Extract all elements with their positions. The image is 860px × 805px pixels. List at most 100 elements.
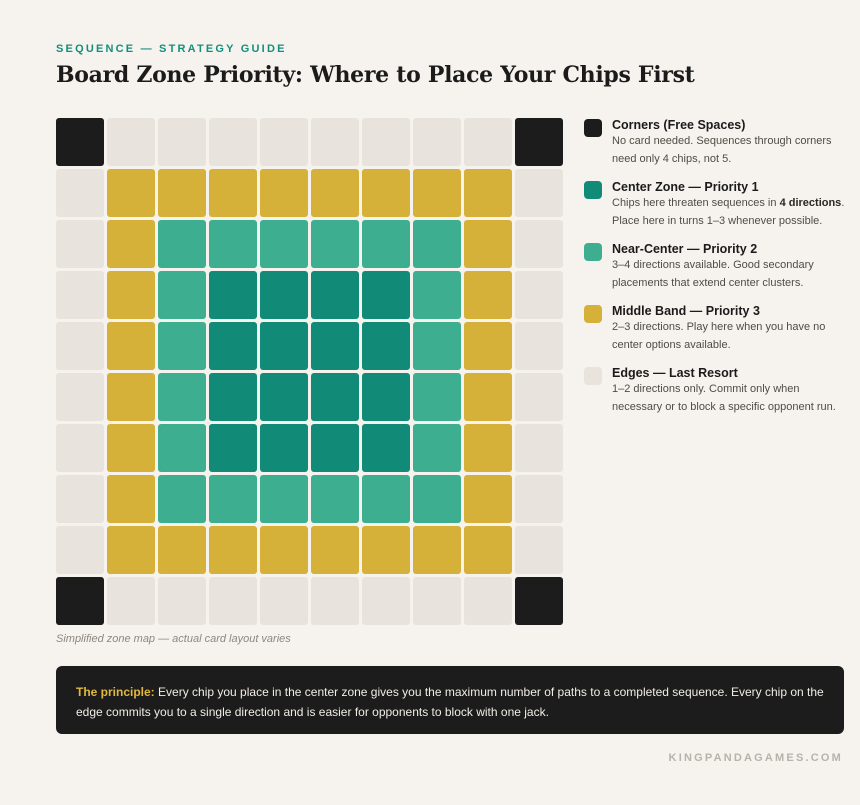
board-cell-center xyxy=(260,424,308,472)
legend-title-near: Near-Center — Priority 2 xyxy=(612,242,758,256)
board-cell-center xyxy=(209,271,257,319)
board-cell-near xyxy=(158,475,206,523)
board-cell-near xyxy=(260,220,308,268)
board-cell-edge xyxy=(413,118,461,166)
board-cell-middle xyxy=(158,526,206,574)
board-cell-edge xyxy=(362,118,410,166)
board-cell-edge xyxy=(515,475,563,523)
board-cell-near xyxy=(158,373,206,421)
board-cell-edge xyxy=(515,526,563,574)
board-cell-middle xyxy=(464,526,512,574)
board-cell-near xyxy=(158,424,206,472)
board-cell-center xyxy=(362,322,410,370)
board-cell-near xyxy=(209,475,257,523)
board-cell-edge xyxy=(209,118,257,166)
legend-title-middle: Middle Band — Priority 3 xyxy=(612,304,760,318)
board-cell-edge xyxy=(260,577,308,625)
board-cell-center xyxy=(311,271,359,319)
board-cell-near xyxy=(158,322,206,370)
board-cell-edge xyxy=(311,118,359,166)
board-cell-middle xyxy=(107,526,155,574)
board-cell-edge xyxy=(56,271,104,319)
board-cell-middle xyxy=(413,169,461,217)
board-caption: Simplified zone map — actual card layout… xyxy=(56,633,291,645)
board-cell-edge xyxy=(515,169,563,217)
board-cell-middle xyxy=(209,526,257,574)
board-cell-center xyxy=(260,271,308,319)
board-cell-edge xyxy=(56,220,104,268)
board-cell-edge xyxy=(464,577,512,625)
board-cell-near xyxy=(413,271,461,319)
board-cell-edge xyxy=(515,220,563,268)
board-cell-middle xyxy=(107,169,155,217)
board-cell-edge xyxy=(515,424,563,472)
board-cell-near xyxy=(413,220,461,268)
board-cell-middle xyxy=(413,526,461,574)
board-cell-edge xyxy=(464,118,512,166)
site-footer: KINGPANDAGAMES.COM xyxy=(668,752,843,764)
legend-desc-corners: No card needed. Sequences through corner… xyxy=(612,135,832,165)
legend-desc-middle: 2–3 directions. Play here when you have … xyxy=(612,321,826,351)
board-cell-center xyxy=(209,424,257,472)
board-cell-middle xyxy=(260,169,308,217)
board-cell-middle xyxy=(362,526,410,574)
board-cell-middle xyxy=(464,424,512,472)
board-cell-edge xyxy=(311,577,359,625)
board-cell-corner xyxy=(56,577,104,625)
board-cell-near xyxy=(311,475,359,523)
board-cell-near xyxy=(413,373,461,421)
board-cell-center xyxy=(209,322,257,370)
legend-desc-near: 3–4 directions available. Good secondary… xyxy=(612,259,814,289)
legend-desc-center-end: . Place here in turns 1–3 whenever possi… xyxy=(612,197,845,227)
page-title: Board Zone Priority: Where to Place Your… xyxy=(56,62,695,88)
board-cell-edge xyxy=(56,526,104,574)
principle-lead: The principle: xyxy=(76,685,155,699)
board-cell-center xyxy=(311,373,359,421)
board-cell-edge xyxy=(158,577,206,625)
guide-kicker: SEQUENCE — STRATEGY GUIDE xyxy=(56,43,287,55)
legend-item-near: Near-Center — Priority 2 3–4 directions … xyxy=(584,241,846,292)
board-cell-middle xyxy=(209,169,257,217)
board-cell-near xyxy=(413,322,461,370)
board-cell-middle xyxy=(464,373,512,421)
board-cell-middle xyxy=(260,526,308,574)
board-cell-near xyxy=(311,220,359,268)
board-cell-center xyxy=(311,424,359,472)
board-cell-near xyxy=(260,475,308,523)
board-cell-edge xyxy=(107,577,155,625)
board-cell-middle xyxy=(362,169,410,217)
corner-swatch xyxy=(584,119,602,137)
board-cell-center xyxy=(362,271,410,319)
principle-callout: The principle: Every chip you place in t… xyxy=(56,666,844,734)
board-cell-corner xyxy=(515,118,563,166)
board-cell-edge xyxy=(362,577,410,625)
board-cell-edge xyxy=(515,373,563,421)
board-cell-edge xyxy=(56,169,104,217)
board-cell-near xyxy=(158,271,206,319)
board-cell-edge xyxy=(413,577,461,625)
zone-legend: Corners (Free Spaces) No card needed. Se… xyxy=(584,117,846,427)
board-cell-middle xyxy=(464,271,512,319)
board-cell-edge xyxy=(515,322,563,370)
board-cell-middle xyxy=(107,475,155,523)
board-cell-near xyxy=(209,220,257,268)
edge-swatch xyxy=(584,367,602,385)
board-cell-edge xyxy=(56,373,104,421)
board-cell-middle xyxy=(107,373,155,421)
legend-title-corners: Corners (Free Spaces) xyxy=(612,118,746,132)
board-cell-edge xyxy=(260,118,308,166)
near-center-swatch xyxy=(584,243,602,261)
board-cell-corner xyxy=(56,118,104,166)
board-cell-center xyxy=(260,322,308,370)
legend-desc-center: Chips here threaten sequences in 4 direc… xyxy=(612,195,846,230)
legend-desc-center-emphasis: 4 directions xyxy=(779,197,842,209)
principle-text: Every chip you place in the center zone … xyxy=(76,685,824,719)
legend-desc-edges: 1–2 directions only. Commit only when ne… xyxy=(612,383,836,413)
board-cell-near xyxy=(362,475,410,523)
board-cell-corner xyxy=(515,577,563,625)
board-cell-edge xyxy=(56,475,104,523)
board-cell-edge xyxy=(158,118,206,166)
legend-title-center: Center Zone — Priority 1 xyxy=(612,180,759,194)
board-cell-middle xyxy=(464,220,512,268)
legend-item-center: Center Zone — Priority 1 Chips here thre… xyxy=(584,179,846,230)
